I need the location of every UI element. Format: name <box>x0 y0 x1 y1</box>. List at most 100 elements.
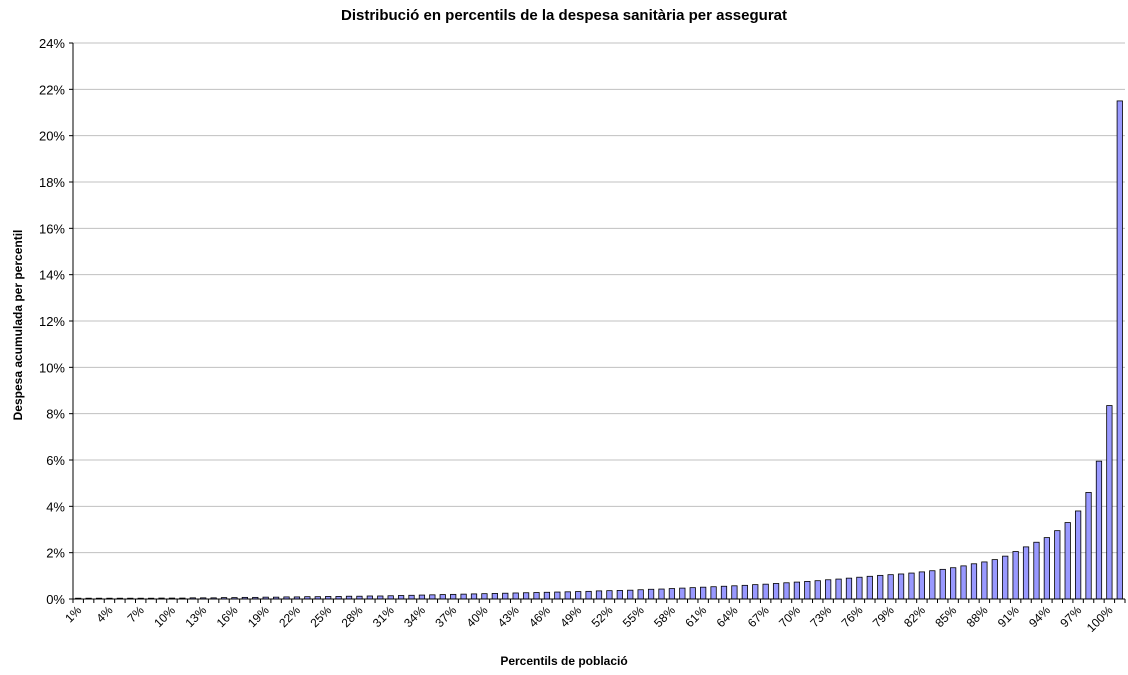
bar <box>1054 530 1061 600</box>
bar <box>710 586 717 600</box>
bar <box>918 571 925 600</box>
bar <box>637 589 644 600</box>
bar <box>585 590 592 600</box>
x-tick-label: 85% <box>932 603 959 630</box>
y-tick-label: 14% <box>39 268 65 283</box>
bar <box>460 593 467 600</box>
bar <box>908 572 915 600</box>
x-tick-label: 31% <box>370 603 397 630</box>
y-tick-label: 0% <box>46 592 65 607</box>
x-tick-label: 1% <box>62 603 84 625</box>
bar <box>1043 537 1050 600</box>
bar <box>866 575 873 600</box>
y-tick-label: 24% <box>39 36 65 51</box>
bar <box>981 561 988 600</box>
x-tick-label: 88% <box>964 603 991 630</box>
bar <box>658 588 665 600</box>
bar <box>720 585 728 600</box>
bar <box>1116 100 1123 600</box>
bar <box>647 588 655 600</box>
x-tick-label: 52% <box>589 603 616 630</box>
bar <box>991 559 998 600</box>
bar <box>1106 405 1113 600</box>
bar <box>470 593 478 600</box>
x-tick-label: 13% <box>182 603 209 630</box>
bar <box>397 595 405 600</box>
y-tick-label: 4% <box>46 499 65 514</box>
bar <box>897 573 905 600</box>
y-tick-label: 12% <box>39 314 65 329</box>
bar <box>627 589 634 600</box>
y-tick-label: 6% <box>46 453 65 468</box>
bar <box>689 587 696 600</box>
y-tick-label: 18% <box>39 175 65 190</box>
bar <box>668 588 676 600</box>
x-tick-label: 91% <box>995 603 1022 630</box>
bar <box>700 586 707 600</box>
bar <box>1064 522 1071 600</box>
bar <box>439 594 446 600</box>
chart-title: Distribució en percentils de la despesa … <box>340 7 787 24</box>
bar <box>845 577 853 600</box>
x-tick-label: 49% <box>557 603 584 630</box>
bar <box>856 576 863 600</box>
bar <box>418 594 426 600</box>
bar <box>772 583 780 600</box>
bar <box>804 580 811 600</box>
x-tick-label: 58% <box>651 603 678 630</box>
x-tick-label: 34% <box>401 603 428 630</box>
bar <box>1022 546 1030 600</box>
y-tick-label: 16% <box>39 221 65 236</box>
x-tick-label: 28% <box>339 603 366 630</box>
bar <box>512 592 519 600</box>
x-tick-label: 70% <box>776 603 803 630</box>
bar <box>1002 555 1009 600</box>
bar <box>741 584 748 600</box>
bar <box>814 580 821 600</box>
bar <box>554 591 561 600</box>
x-tick-label: 22% <box>276 603 303 630</box>
x-tick-label: 19% <box>245 603 272 630</box>
bar <box>595 590 603 600</box>
x-tick-label: 25% <box>307 603 334 630</box>
bar <box>502 592 509 600</box>
x-tick-label: 79% <box>870 603 897 630</box>
bar <box>752 584 759 600</box>
x-tick-label: 40% <box>464 603 491 630</box>
y-tick-label: 2% <box>46 546 65 561</box>
bar <box>877 574 884 600</box>
bar <box>522 592 530 600</box>
x-tick-label: 76% <box>839 603 866 630</box>
bar <box>887 574 894 600</box>
x-tick-label: 46% <box>526 603 553 630</box>
bar <box>783 582 790 600</box>
bar <box>1075 510 1082 600</box>
bar <box>429 594 436 600</box>
bar <box>960 565 967 600</box>
bar <box>575 591 582 600</box>
x-tick-label: 16% <box>214 603 241 630</box>
x-tick-label: 82% <box>901 603 928 630</box>
bar <box>564 591 571 600</box>
x-axis-label: Percentils de població <box>500 654 628 668</box>
bar <box>533 592 540 600</box>
bar <box>950 567 957 600</box>
x-tick-label: 37% <box>432 603 459 630</box>
bar <box>679 587 686 600</box>
bar <box>1095 460 1103 600</box>
bar <box>450 593 457 600</box>
bar <box>1012 551 1019 600</box>
x-tick-label: 10% <box>151 603 178 630</box>
bar <box>835 578 842 600</box>
bar <box>616 590 623 600</box>
x-tick-label: 61% <box>682 603 709 630</box>
bar <box>929 570 936 600</box>
y-tick-label: 10% <box>39 360 65 375</box>
bar <box>825 579 832 600</box>
x-tick-label: 7% <box>125 603 147 625</box>
bar <box>762 583 769 600</box>
x-tick-label: 55% <box>620 603 647 630</box>
bar <box>731 585 738 600</box>
